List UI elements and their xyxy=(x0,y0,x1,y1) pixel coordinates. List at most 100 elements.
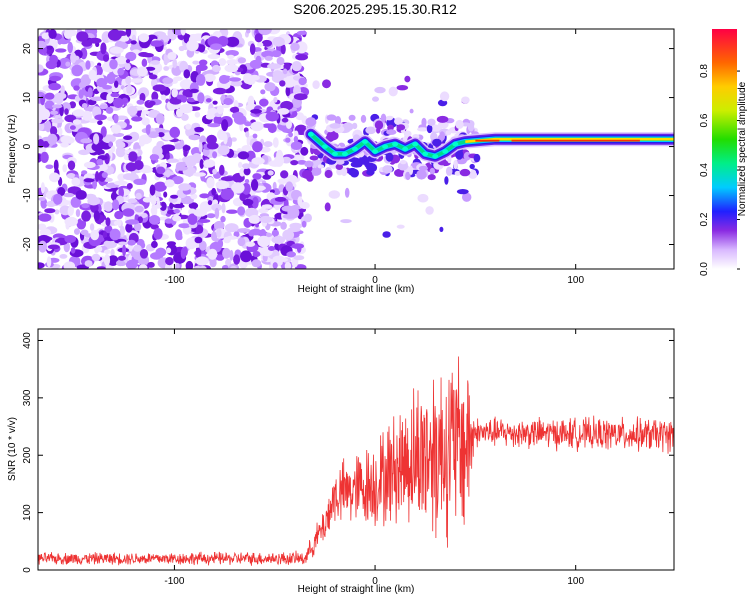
spectrogram-noise-cell xyxy=(251,259,262,268)
spectrogram-scatter-cell xyxy=(403,130,412,138)
spectrogram-noise-cell xyxy=(114,56,128,65)
spectrogram-noise-cell xyxy=(293,93,308,101)
spectrogram-noise-cell xyxy=(125,76,132,85)
spectrogram-x-tick-label: 0 xyxy=(372,275,378,286)
spectrogram-noise-cell xyxy=(65,61,71,67)
spectrogram-noise-cell xyxy=(149,184,156,196)
spectrogram-noise-cell xyxy=(125,29,132,37)
spectrogram-noise-cell xyxy=(193,126,204,133)
spectrogram-noise-cell xyxy=(83,161,96,169)
spectrogram-noise-cell xyxy=(193,208,207,217)
spectrogram-noise-cell xyxy=(157,132,165,138)
spectrogram-noise-cell xyxy=(69,101,76,109)
spectrogram-noise-cell xyxy=(262,123,274,128)
spectrogram-scatter-cell xyxy=(348,114,356,121)
spectrogram-noise-cell xyxy=(123,135,133,140)
spectrogram-noise-cell xyxy=(89,223,95,231)
spectrogram-noise-cell xyxy=(203,73,216,83)
spectrogram-noise-cell xyxy=(49,75,62,82)
signal-track-spot xyxy=(331,151,338,157)
spectrogram-scatter-cell xyxy=(372,96,379,102)
spectrogram-noise-cell xyxy=(57,127,63,137)
spectrogram-noise-cell xyxy=(170,194,179,199)
spectrogram-noise-cell xyxy=(102,134,116,144)
spectrogram-scatter-cell xyxy=(312,80,320,89)
spectrogram-noise-cell xyxy=(112,132,125,137)
spectrogram-noise-cell xyxy=(138,134,152,145)
spectrogram-noise-cell xyxy=(133,160,144,171)
spectrogram-noise-cell xyxy=(47,244,60,250)
spectrogram-scatter-cell xyxy=(334,116,342,126)
spectrogram-noise-cell xyxy=(50,126,58,136)
spectrogram-scatter-cell xyxy=(347,167,357,176)
spectrogram-scatter-cell xyxy=(429,167,435,175)
spectrogram-noise-cell xyxy=(81,103,88,109)
spectrogram-noise-cell xyxy=(107,29,122,41)
spectrogram-noise-cell xyxy=(88,118,98,123)
spectrogram-x-ticks: -100 0 100 xyxy=(164,29,584,286)
spectrogram-noise-cell xyxy=(224,64,239,73)
spectrogram-scatter-cell xyxy=(427,118,436,127)
spectrogram-noise-cell xyxy=(238,161,243,168)
spectrogram-noise-cell xyxy=(272,36,285,47)
spectrogram-noise-cell xyxy=(80,138,93,144)
spectrogram-noise-cell xyxy=(282,78,296,88)
spectrogram-cells xyxy=(38,29,483,269)
spectrogram-noise-cell xyxy=(175,162,180,172)
spectrogram-noise-cell xyxy=(142,197,153,203)
spectrogram-noise-cell xyxy=(49,172,60,183)
spectrogram-noise-cell xyxy=(209,258,217,268)
spectrogram-noise-cell xyxy=(207,200,213,206)
snr-panel: -100 0 100 0 100 200 300 400 Height of straigh… xyxy=(7,328,675,595)
spectrogram-noise-cell xyxy=(203,159,216,168)
spectrogram-noise-cell xyxy=(44,208,56,214)
spectrogram-scatter-cell xyxy=(445,130,452,136)
spectrogram-noise-cell xyxy=(113,180,128,186)
signal-track-spot xyxy=(307,132,314,137)
spectrogram-noise-cell xyxy=(258,247,266,254)
spectrogram-noise-cell xyxy=(285,181,294,192)
spectrogram-noise-cell xyxy=(280,43,286,55)
spectrogram-noise-cell xyxy=(249,43,256,55)
spectrogram-noise-cell xyxy=(57,187,66,196)
spectrogram-noise-cell xyxy=(291,61,302,72)
spectrogram-noise-cell xyxy=(176,94,185,100)
spectrogram-noise-cell xyxy=(53,159,59,172)
spectrogram-noise-cell xyxy=(274,196,287,202)
spectrogram-noise-cell xyxy=(53,193,63,205)
spectrogram-noise-cell xyxy=(280,100,294,111)
spectrogram-noise-cell xyxy=(213,115,223,126)
spectrogram-noise-cell xyxy=(155,113,165,125)
spectrogram-noise-cell xyxy=(224,223,239,233)
spectrogram-noise-cell xyxy=(195,248,202,259)
spectrogram-noise-cell xyxy=(113,97,124,109)
spectrogram-noise-cell xyxy=(206,134,217,145)
spectrogram-noise-cell xyxy=(125,219,139,225)
spectrogram-noise-cell xyxy=(220,176,235,182)
spectrogram-noise-cell xyxy=(131,116,143,122)
spectrogram-noise-cell xyxy=(165,153,170,160)
spectrogram-noise-cell xyxy=(148,100,156,106)
spectrogram-noise-cell xyxy=(225,50,239,57)
spectrogram-noise-cell xyxy=(183,150,188,157)
spectrogram-noise-cell xyxy=(139,249,149,259)
spectrogram-noise-cell xyxy=(113,114,119,124)
spectrogram-noise-cell xyxy=(237,237,246,247)
spectrogram-noise-cell xyxy=(71,177,81,187)
spectrogram-noise-cell xyxy=(109,46,124,54)
spectrogram-noise-cell xyxy=(233,254,241,265)
spectrogram-noise-cell xyxy=(221,203,226,214)
spectrogram-noise-cell xyxy=(255,223,259,228)
spectrogram-noise-cell xyxy=(260,89,266,95)
spectrogram-noise-cell xyxy=(136,66,148,77)
spectrogram-scatter-cell xyxy=(303,213,312,223)
spectrogram-noise-cell xyxy=(87,196,101,206)
spectrogram-noise-cell xyxy=(63,261,76,269)
spectrogram-scatter-cell xyxy=(416,169,427,180)
colorbar-label: Normalized spectral amplitude xyxy=(737,81,748,216)
spectrogram-noise-cell xyxy=(218,74,230,84)
spectrogram-noise-cell xyxy=(207,248,218,260)
spectrogram-noise-cell xyxy=(81,170,88,175)
spectrogram-scatter-cell xyxy=(467,122,475,132)
spectrogram-noise-cell xyxy=(49,54,59,65)
